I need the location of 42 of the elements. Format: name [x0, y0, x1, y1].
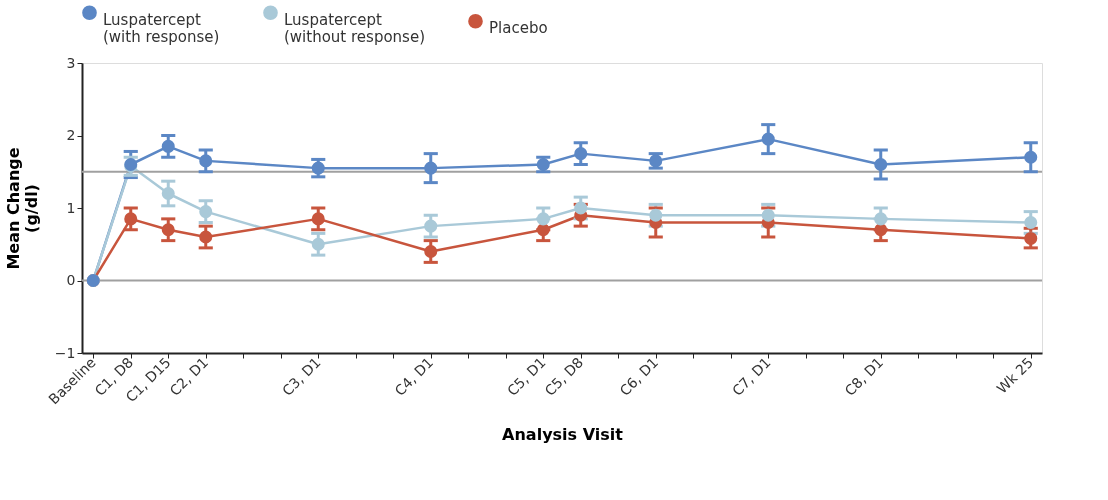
- point: [649, 208, 663, 222]
- x-tick-label: C8, D1: [841, 354, 887, 399]
- point: [1024, 150, 1038, 164]
- legend-label: Luspatercept (without response): [284, 10, 425, 46]
- point: [761, 132, 775, 146]
- point: [424, 244, 438, 259]
- point: [874, 212, 888, 226]
- x-axis-title: Analysis Visit: [502, 425, 624, 445]
- y-tick-label: 0: [66, 272, 76, 288]
- point: [761, 208, 775, 222]
- point: [574, 147, 588, 161]
- x-tick-label: C6, D1: [616, 354, 662, 399]
- point: [574, 201, 588, 215]
- x-tick-label: C3, D1: [278, 354, 324, 399]
- point: [424, 219, 438, 233]
- point: [1024, 231, 1038, 245]
- x-tick-label: C4, D1: [391, 354, 437, 399]
- point: [161, 139, 175, 153]
- x-tick-label: Wk 25: [993, 354, 1037, 397]
- point: [874, 223, 888, 237]
- point: [874, 157, 888, 172]
- y-tick-label: 1: [66, 199, 76, 216]
- y-tick-label: −1: [54, 344, 76, 361]
- x-tick-label: C7, D1: [728, 354, 774, 399]
- point: [311, 237, 325, 251]
- y-axis-title: Mean Change (g/dl): [3, 147, 41, 270]
- y-tick-label: 2: [66, 127, 76, 143]
- point: [161, 186, 175, 201]
- point: [536, 223, 550, 237]
- point: [199, 230, 213, 244]
- point: [424, 161, 438, 175]
- point: [124, 212, 138, 226]
- legend-label: Luspatercept (with response): [103, 10, 220, 46]
- point: [311, 161, 325, 175]
- point: [311, 212, 325, 226]
- point: [199, 154, 213, 168]
- point: [1024, 215, 1038, 230]
- point: [536, 212, 550, 226]
- legend-label: Placebo: [489, 19, 548, 38]
- y-tick-label: 3: [66, 54, 76, 71]
- point: [199, 205, 213, 219]
- point: [161, 223, 175, 237]
